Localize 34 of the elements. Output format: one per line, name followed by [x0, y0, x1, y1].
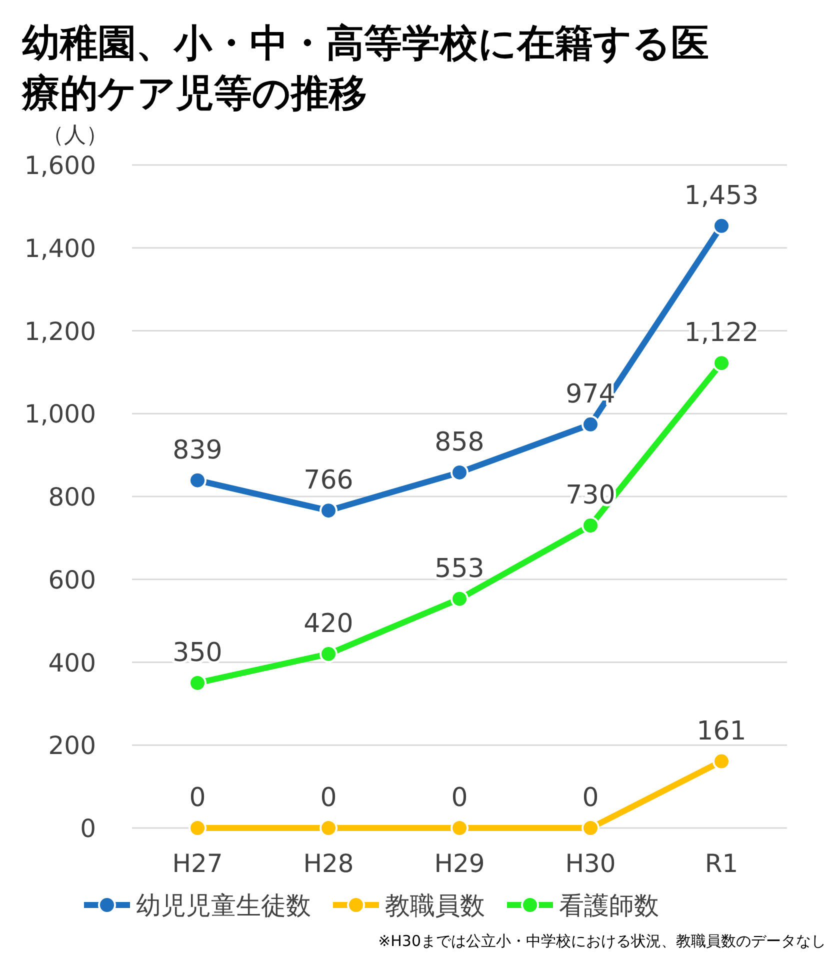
- label: 1,453: [684, 180, 759, 211]
- ytick: 0: [80, 814, 96, 843]
- label: 858: [434, 427, 484, 458]
- label: 553: [434, 554, 484, 584]
- ytick: 600: [48, 565, 96, 594]
- annotation: ※H30までは公立小・中学校における状況、教職員数のデータなし: [378, 932, 826, 950]
- ytick: 1,400: [24, 234, 96, 263]
- label: 730: [566, 480, 616, 510]
- ytick: 800: [48, 482, 96, 512]
- ytick: 200: [48, 731, 96, 760]
- label: 0: [582, 783, 599, 813]
- xtick: H27: [172, 849, 223, 878]
- xtick: H30: [565, 849, 616, 878]
- label: 839: [172, 435, 222, 466]
- label: 0: [451, 783, 468, 813]
- xtick: H29: [434, 849, 485, 878]
- legend: 看護師数: [559, 891, 659, 920]
- label: 0: [189, 783, 206, 813]
- label: 1,122: [684, 318, 759, 348]
- legend: 教職員数: [385, 891, 485, 920]
- ytick: 1,600: [24, 151, 96, 180]
- label: 161: [696, 716, 746, 746]
- label: 350: [172, 638, 222, 668]
- label: 420: [304, 608, 354, 639]
- xtick: R1: [704, 849, 738, 878]
- label: 766: [304, 466, 354, 496]
- label: 0: [320, 783, 337, 813]
- ylabel: （人）: [42, 123, 108, 148]
- ytick: 1,200: [24, 316, 96, 346]
- title: 幼稚園、小・中・高等学校に在籍する医療的ケア児等の推移: [22, 21, 709, 115]
- ytick: 400: [48, 648, 96, 678]
- ytick: 1,000: [24, 400, 96, 429]
- legend: 幼児児童生徒数: [136, 891, 311, 920]
- xtick: H28: [303, 849, 354, 878]
